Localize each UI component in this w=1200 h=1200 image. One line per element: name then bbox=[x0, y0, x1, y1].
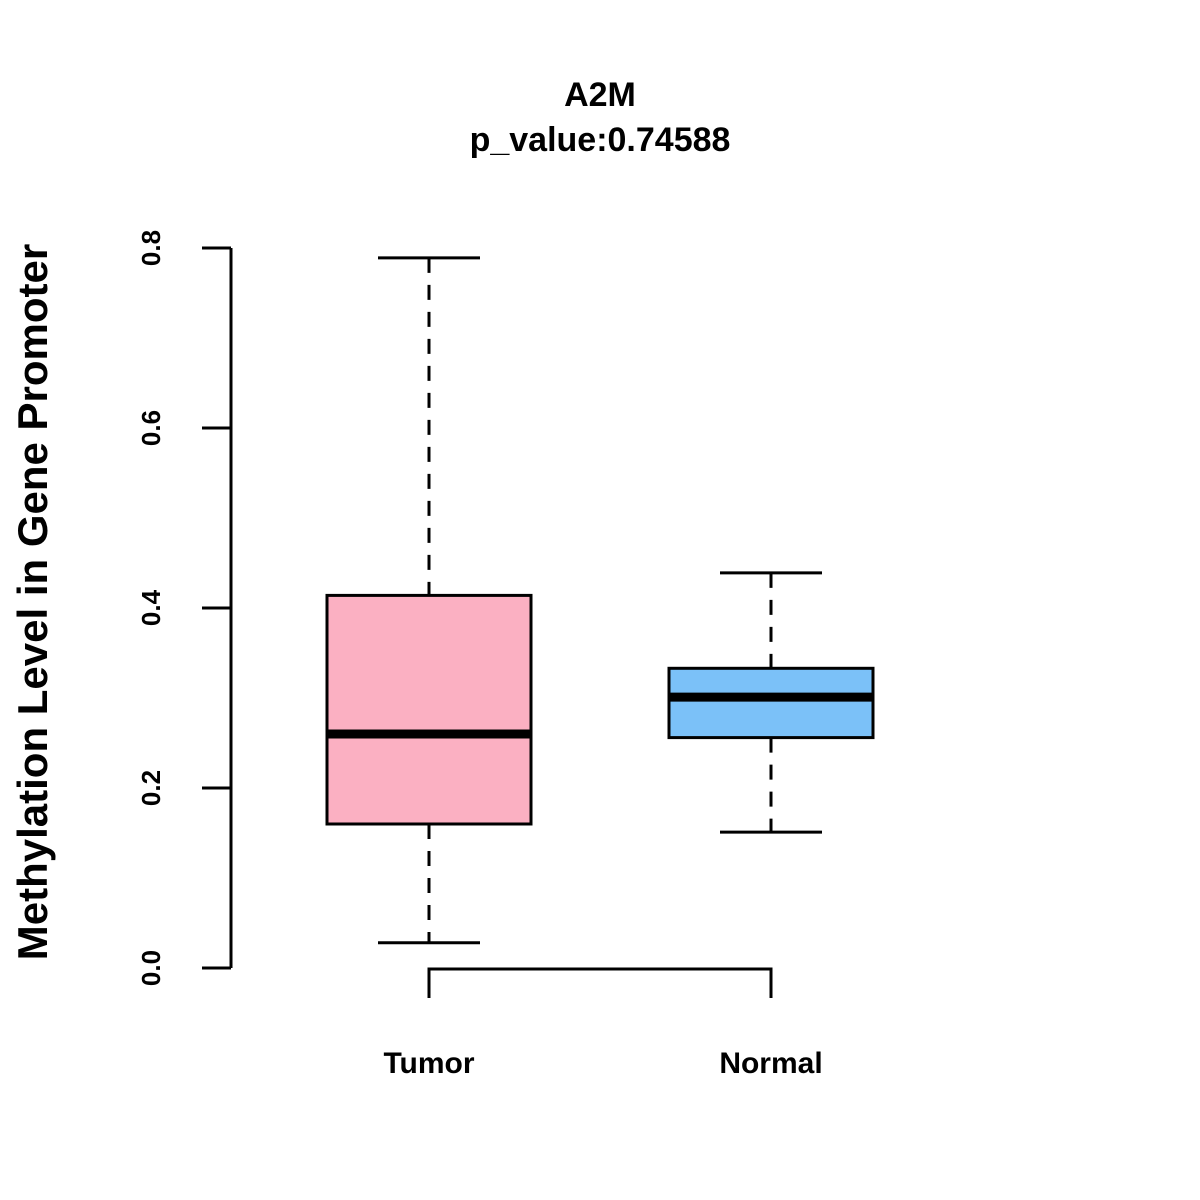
chart-title: A2M bbox=[564, 76, 636, 114]
y-tick-label: 0.6 bbox=[136, 410, 166, 446]
iqr-box bbox=[667, 666, 875, 740]
iqr-box bbox=[325, 593, 533, 826]
category-label: Tumor bbox=[383, 1047, 474, 1080]
y-axis: 0.0 0.2 0.4 0.6 0.8 bbox=[136, 230, 233, 986]
bracket-line bbox=[427, 967, 773, 998]
y-tick-label: 0.2 bbox=[136, 770, 166, 806]
category-label: Normal bbox=[719, 1047, 822, 1080]
chart-subtitle: p_value:0.74588 bbox=[470, 121, 731, 159]
boxes-layer bbox=[325, 256, 875, 945]
category-labels: Tumor Normal bbox=[383, 1047, 822, 1080]
box-normal bbox=[667, 571, 875, 834]
y-tick-label: 0.4 bbox=[136, 589, 166, 626]
y-axis-label: Methylation Level in Gene Promoter bbox=[9, 244, 56, 960]
box-tumor bbox=[325, 256, 533, 945]
y-tick-label: 0.0 bbox=[136, 950, 166, 986]
y-tick-label: 0.8 bbox=[136, 230, 166, 266]
group-bracket bbox=[427, 967, 773, 998]
